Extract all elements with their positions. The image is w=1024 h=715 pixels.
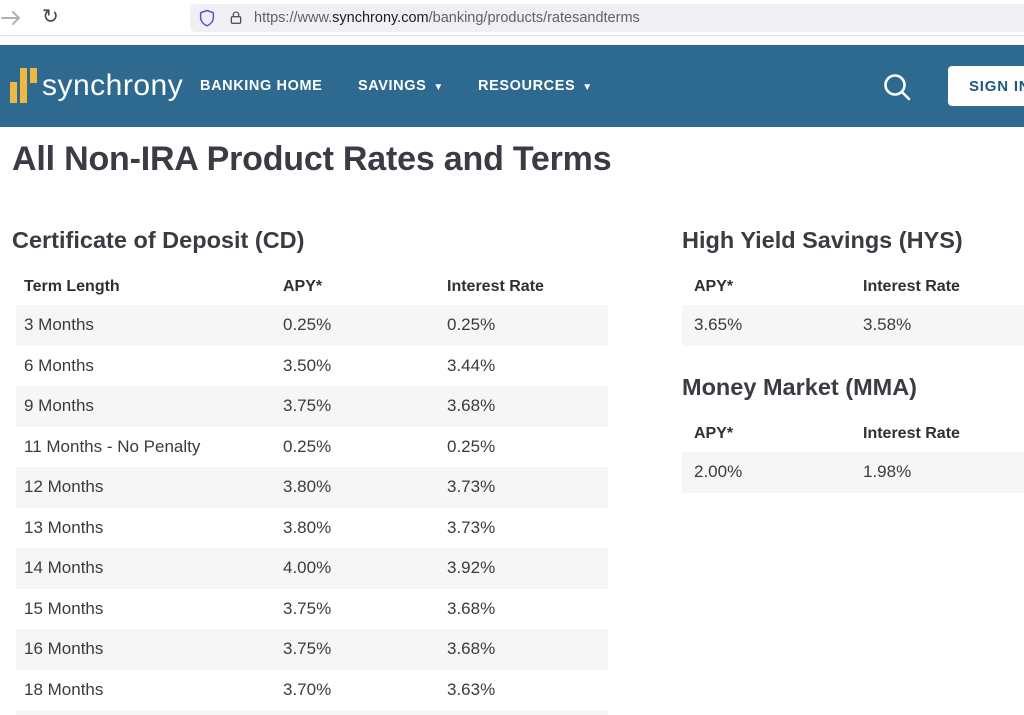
cd-rates-table: Term Length APY* Interest Rate 3 Months 0.25… — [16, 268, 608, 710]
table-row: 14 Months 4.00% 3.92% — [16, 548, 608, 589]
synchrony-logo-icon[interactable] — [10, 68, 38, 103]
nav-label: BANKING HOME — [200, 78, 323, 94]
table-cell: 0.25% — [447, 315, 496, 335]
mma-section-heading: Money Market (MMA) — [682, 374, 918, 400]
column-header: Interest Rate — [447, 277, 544, 295]
nav-savings[interactable]: SAVINGS ▼ — [358, 45, 444, 127]
chevron-down-icon: ▼ — [582, 81, 593, 93]
table-cell: 3.75% — [283, 598, 332, 618]
table-cell: 3.92% — [447, 558, 496, 578]
table-cell: 3 Months — [24, 315, 94, 335]
table-cell: 3.50% — [283, 355, 332, 375]
table-cell: 3.75% — [283, 396, 332, 416]
table-row: 2.00% 1.98% — [682, 452, 1024, 493]
table-cell: 3.73% — [447, 517, 496, 537]
reload-icon[interactable]: ↻ — [42, 6, 59, 28]
column-header: APY* — [694, 424, 734, 442]
table-cell: 14 Months — [24, 558, 104, 578]
table-row: 6 Months 3.50% 3.44% — [16, 346, 608, 387]
table-header-row: APY* Interest Rate — [682, 268, 1024, 305]
shield-icon[interactable] — [198, 9, 216, 32]
logo-bar — [20, 68, 27, 103]
table-row: 16 Months 3.75% 3.68% — [16, 629, 608, 670]
table-cell: 15 Months — [24, 598, 104, 618]
table-row: 13 Months 3.80% 3.73% — [16, 508, 608, 549]
table-row: 18 Months 3.70% 3.63% — [16, 670, 608, 711]
lock-icon[interactable] — [228, 10, 244, 31]
table-cell: 3.68% — [447, 396, 496, 416]
search-icon[interactable] — [880, 71, 914, 105]
column-header: Interest Rate — [863, 424, 960, 442]
table-header-row: APY* Interest Rate — [682, 415, 1024, 452]
nav-banking-home[interactable]: BANKING HOME — [200, 45, 322, 127]
table-cell: 18 Months — [24, 679, 104, 699]
table-row: 9 Months 3.75% 3.68% — [16, 386, 608, 427]
nav-label: SAVINGS — [358, 78, 427, 94]
sign-in-button[interactable]: SIGN IN — [948, 66, 1024, 106]
table-cell: 2.00% — [694, 462, 743, 482]
logo-bar — [30, 68, 37, 83]
column-header: APY* — [694, 277, 734, 295]
table-cell: 4.00% — [283, 558, 332, 578]
forward-icon[interactable] — [0, 6, 24, 35]
table-row: 3 Months 0.25% 0.25% — [16, 305, 608, 346]
table-row: 12 Months 3.80% 3.73% — [16, 467, 608, 508]
cd-section-heading: Certificate of Deposit (CD) — [12, 227, 305, 253]
brand-wordmark[interactable]: synchrony — [42, 69, 184, 102]
table-cell: 12 Months — [24, 477, 104, 497]
table-cell: 3.80% — [283, 477, 332, 497]
table-cell: 13 Months — [24, 517, 104, 537]
logo-bar — [10, 82, 17, 103]
table-cell: 3.58% — [863, 315, 912, 335]
table-cell: 6 Months — [24, 355, 94, 375]
table-cell: 3.80% — [283, 517, 332, 537]
table-cell: 11 Months - No Penalty — [24, 436, 201, 456]
table-cell: 16 Months — [24, 639, 104, 659]
url-prefix: https://www. — [254, 10, 333, 26]
table-cell: 0.25% — [447, 436, 496, 456]
table-cell: 3.65% — [694, 315, 743, 335]
nav-resources[interactable]: RESOURCES ▼ — [478, 45, 593, 127]
table-cell: 3.68% — [447, 598, 496, 618]
table-cell: 3.68% — [447, 639, 496, 659]
table-cell: 9 Months — [24, 396, 94, 416]
nav-label: RESOURCES — [478, 78, 576, 94]
table-cell: 3.73% — [447, 477, 496, 497]
table-cell: 3.75% — [283, 639, 332, 659]
column-header: Interest Rate — [863, 277, 960, 295]
table-cell: 3.44% — [447, 355, 496, 375]
site-header: synchrony BANKING HOME SAVINGS ▼ RESOURC… — [0, 45, 1024, 127]
url-domain: synchrony.com — [332, 10, 429, 26]
table-row: 3.65% 3.58% — [682, 305, 1024, 346]
url-path: /banking/products/ratesandterms — [428, 10, 640, 26]
mma-rates-table: APY* Interest Rate 2.00% 1.98% — [682, 415, 1024, 493]
table-row: 11 Months - No Penalty 0.25% 0.25% — [16, 427, 608, 468]
table-row: 15 Months 3.75% 3.68% — [16, 589, 608, 630]
table-header-row: Term Length APY* Interest Rate — [16, 268, 608, 305]
url-text: https://www. synchrony.com/banking/produc… — [254, 4, 640, 32]
address-bar[interactable]: https://www. synchrony.com/banking/produc… — [190, 4, 1024, 32]
hys-section-heading: High Yield Savings (HYS) — [682, 227, 963, 253]
table-cell: 1.98% — [863, 462, 912, 482]
column-header: APY* — [283, 277, 323, 295]
page-title: All Non-IRA Product Rates and Terms — [12, 140, 612, 178]
table-cell: 3.70% — [283, 679, 332, 699]
table-cell: 0.25% — [283, 315, 332, 335]
chevron-down-icon: ▼ — [433, 81, 444, 93]
table-cell: 3.63% — [447, 679, 496, 699]
table-row-partial — [16, 710, 608, 715]
table-cell: 0.25% — [283, 436, 332, 456]
column-header: Term Length — [24, 277, 120, 295]
hys-rates-table: APY* Interest Rate 3.65% 3.58% — [682, 268, 1024, 346]
browser-toolbar: ↻ https://www. synchrony.com/banking/prod… — [0, 0, 1024, 36]
